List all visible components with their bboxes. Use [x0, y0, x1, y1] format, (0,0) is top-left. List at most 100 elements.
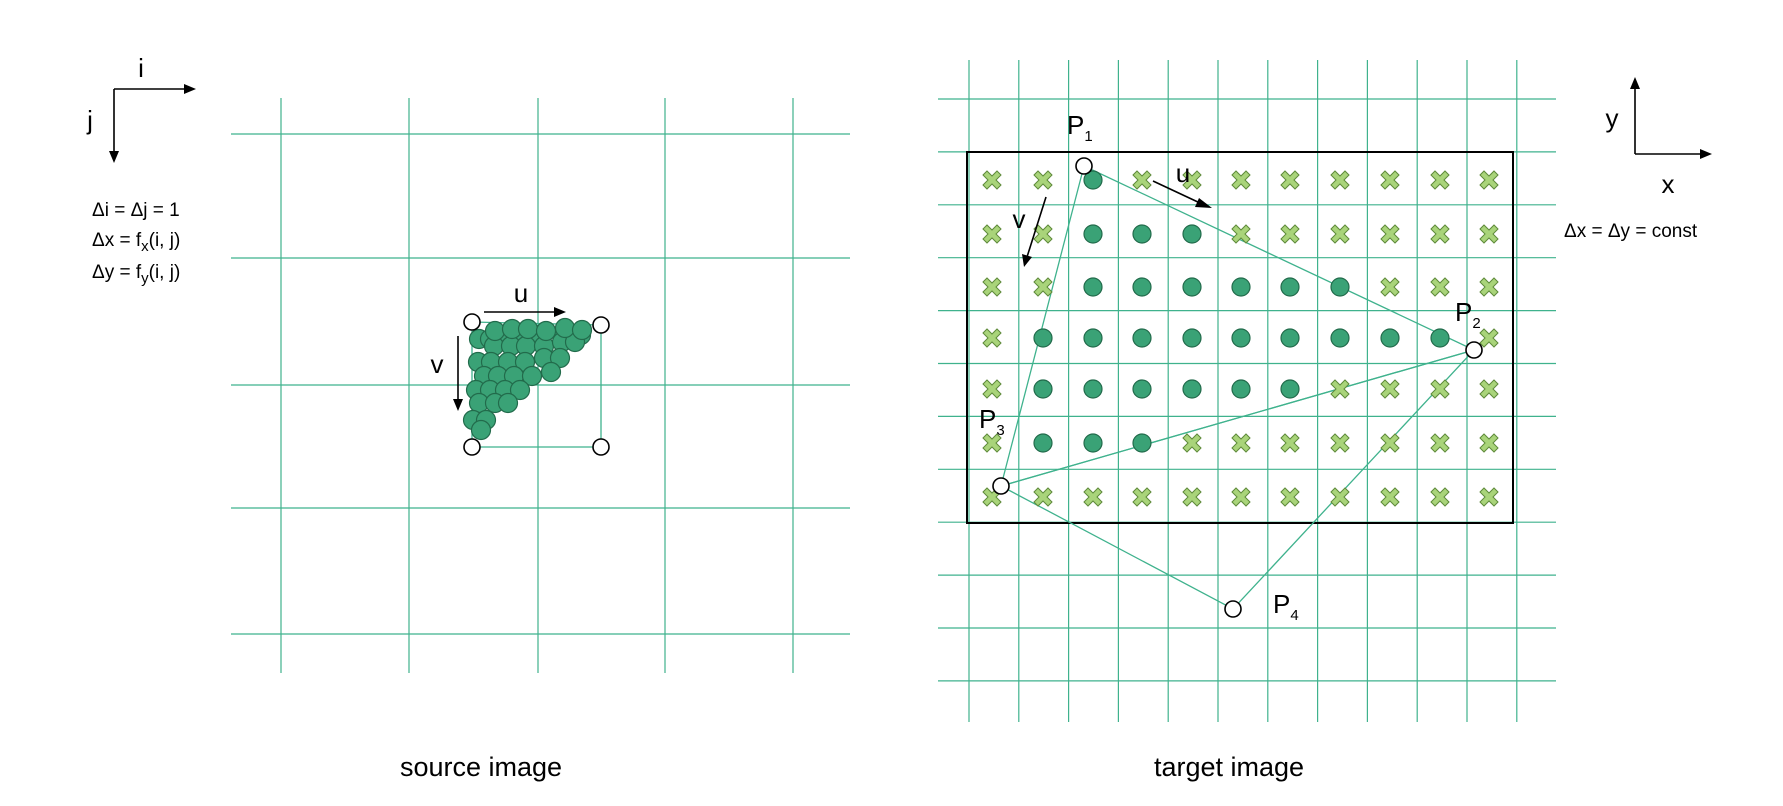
source-sample-dot-22 [521, 365, 543, 387]
target-outside-cross-r5c6 [1280, 433, 1300, 453]
target-outside-cross-r0c8 [1380, 170, 1400, 190]
label-p4: P4 [1273, 589, 1299, 624]
source-sample-dot-23 [540, 361, 562, 383]
target-outside-cross-r1c1 [1033, 224, 1053, 244]
target-outside-cross-r5c10 [1479, 433, 1499, 453]
target-outside-cross-r0c5 [1231, 170, 1251, 190]
target-inside-dot-r4c6 [1280, 379, 1300, 399]
target-outside-cross-r1c6 [1280, 224, 1300, 244]
corner-p2 [1465, 341, 1483, 359]
corner-p3 [992, 477, 1010, 495]
target-inside-dot-r0c2 [1083, 170, 1103, 190]
target-inside-dot-r5c3 [1132, 433, 1152, 453]
label-p3: P3 [979, 404, 1005, 439]
source-eq-unit-step: Δi = Δj = 1 [92, 200, 180, 221]
target-outside-cross-r3c0 [982, 328, 1002, 348]
label-p1: P1 [1067, 110, 1093, 145]
target-region-frame [966, 151, 1514, 524]
source-corner-top-left [463, 313, 481, 331]
target-outside-cross-r5c4 [1182, 433, 1202, 453]
target-outside-cross-r4c0 [982, 379, 1002, 399]
target-outside-cross-r5c0 [982, 433, 1002, 453]
target-inside-dot-r1c3 [1132, 224, 1152, 244]
target-outside-cross-r6c6 [1280, 487, 1300, 507]
target-triangle-lower [999, 348, 1477, 610]
caption-source-image: source image [400, 752, 562, 782]
target-uv-arrows [1022, 180, 1212, 267]
target-outside-cross-r1c8 [1380, 224, 1400, 244]
target-outside-cross-r2c1 [1033, 277, 1053, 297]
target-outside-cross-r4c8 [1380, 379, 1400, 399]
target-outside-cross-r0c0 [982, 170, 1002, 190]
axis-label-y: y [1606, 103, 1619, 133]
target-outside-cross-r5c8 [1380, 433, 1400, 453]
target-outside-cross-r6c1 [1033, 487, 1053, 507]
target-inside-dot-r4c4 [1182, 379, 1202, 399]
target-inside-dot-r1c4 [1182, 224, 1202, 244]
target-outside-cross-r2c10 [1479, 277, 1499, 297]
corner-p4 [1224, 600, 1242, 618]
target-outside-cross-r1c7 [1330, 224, 1350, 244]
target-inside-dot-r3c3 [1132, 328, 1152, 348]
target-v-label: v [1013, 204, 1026, 234]
target-outside-cross-r0c4 [1182, 170, 1202, 190]
axis-label-i: i [138, 53, 144, 83]
target-inside-dot-r3c8 [1380, 328, 1400, 348]
target-outside-cross-r5c7 [1330, 433, 1350, 453]
source-eq-dy: Δy = fy(i, j) [92, 262, 180, 287]
target-axes [1630, 77, 1712, 159]
source-sample-dot-27 [509, 379, 531, 401]
target-outside-cross-r4c9 [1430, 379, 1450, 399]
source-sample-dot-30 [497, 392, 519, 414]
target-outside-cross-r4c10 [1479, 379, 1499, 399]
target-inside-dot-r3c9 [1430, 328, 1450, 348]
target-outside-cross-r5c9 [1430, 433, 1450, 453]
source-corner-top-right [592, 316, 610, 334]
source-sample-dot-39 [571, 319, 593, 341]
target-outside-cross-r1c0 [982, 224, 1002, 244]
axis-label-x: x [1662, 169, 1675, 199]
target-inside-dot-r2c5 [1231, 277, 1251, 297]
target-outside-cross-r0c6 [1280, 170, 1300, 190]
target-inside-dot-r3c1 [1033, 328, 1053, 348]
source-corner-bottom-right [592, 438, 610, 456]
source-grid [231, 98, 850, 673]
target-inside-dot-r4c2 [1083, 379, 1103, 399]
source-sample-dot-37 [535, 320, 557, 342]
source-sample-dot-36 [517, 318, 539, 340]
source-uv-arrows [453, 307, 566, 411]
target-outside-cross-r6c5 [1231, 487, 1251, 507]
target-outside-cross-r6c4 [1182, 487, 1202, 507]
target-outside-cross-r6c2 [1083, 487, 1103, 507]
target-outside-cross-r5c5 [1231, 433, 1251, 453]
source-corner-bottom-left [463, 438, 481, 456]
target-inside-dot-r3c2 [1083, 328, 1103, 348]
target-sample-marks [982, 170, 1499, 507]
target-inside-dot-r4c5 [1231, 379, 1251, 399]
target-inside-dot-r3c4 [1182, 328, 1202, 348]
target-outside-cross-r1c9 [1430, 224, 1450, 244]
target-inside-dot-r4c3 [1132, 379, 1152, 399]
target-corners [992, 157, 1483, 618]
source-sample-dot-33 [470, 419, 492, 441]
target-outside-cross-r0c3 [1132, 170, 1152, 190]
target-inside-dot-r2c4 [1182, 277, 1202, 297]
caption-target-image: target image [1154, 752, 1304, 782]
target-inside-dot-r2c7 [1330, 277, 1350, 297]
target-inside-dot-r2c6 [1280, 277, 1300, 297]
target-outside-cross-r2c0 [982, 277, 1002, 297]
target-outside-cross-r3c10 [1479, 328, 1499, 348]
target-inside-dot-r2c2 [1083, 277, 1103, 297]
source-v-label: v [431, 349, 444, 379]
target-inside-dot-r5c2 [1083, 433, 1103, 453]
target-outside-cross-r4c7 [1330, 379, 1350, 399]
source-sample-cluster [462, 317, 593, 441]
target-outside-cross-r2c8 [1380, 277, 1400, 297]
source-sample-dot-34 [484, 320, 506, 342]
source-corners [463, 313, 610, 456]
target-eq-const-step: Δx = Δy = const [1564, 221, 1698, 242]
target-outside-cross-r6c10 [1479, 487, 1499, 507]
target-outside-cross-r0c10 [1479, 170, 1499, 190]
source-sample-dot-38 [554, 317, 576, 339]
